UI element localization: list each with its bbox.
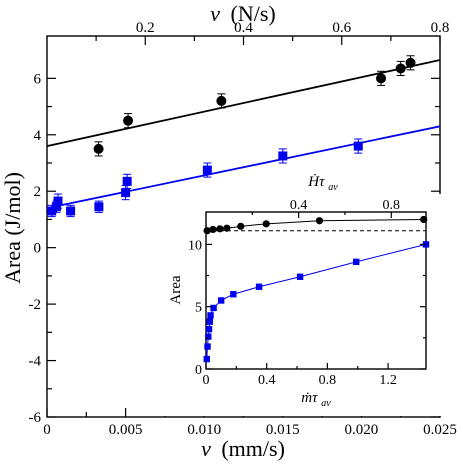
- main-x2-tick-label: 0.4: [234, 20, 253, 36]
- inset-black-series-point: [262, 220, 270, 228]
- main-x-tick-label: 0.005: [109, 422, 143, 438]
- main-y-tick-label: -4: [29, 354, 42, 370]
- main-x-axis-title: v (mm/s): [201, 436, 285, 461]
- inset-x-tick-label: 1.2: [379, 373, 397, 388]
- black-series-fit-line: [46, 59, 441, 147]
- main-x-tick-label: 0.025: [423, 422, 457, 438]
- inset-y-axis-title: Area: [168, 275, 184, 304]
- inset-x2-tick-label: 0.4: [290, 198, 308, 213]
- inset-y-tick-label: 0: [195, 363, 202, 378]
- inset-y-tick-label: 5: [195, 301, 202, 316]
- inset-black-series-point: [223, 224, 231, 232]
- blue-series-point: [66, 206, 76, 216]
- blue-series-point: [53, 196, 63, 206]
- blue-series-point: [51, 202, 61, 212]
- main-x-tick-label: 0.020: [345, 422, 379, 438]
- black-series-point: [93, 143, 104, 154]
- inset-blue-series-point: [255, 283, 263, 290]
- inset-plot-frame: [205, 211, 427, 370]
- black-series-point: [405, 57, 416, 68]
- black-series-point: [216, 95, 227, 106]
- inset-x2-axis-title: Ḣτ av: [307, 174, 338, 193]
- blue-series-point: [202, 165, 212, 175]
- black-series-point: [395, 63, 406, 74]
- inset-x-axis-subscript: av: [321, 398, 331, 409]
- main-y-tick-label: 6: [34, 71, 42, 87]
- inset-blue-series-point: [210, 304, 217, 312]
- main-x2-tick-label: 0.2: [136, 20, 155, 36]
- inset-x-tick-label: 0: [203, 373, 210, 388]
- blue-series-point: [94, 202, 104, 212]
- blue-series-fit-line: [46, 125, 441, 210]
- main-y-tick-label: 2: [34, 184, 42, 200]
- black-series-point: [376, 73, 387, 84]
- inset-ticks: 0 0.4 0.8 1.2 0.4 0.8 0 5 10: [188, 198, 426, 388]
- blue-series-point: [121, 188, 131, 198]
- inset-x2-axis-variable: Ḣτ: [307, 174, 325, 190]
- inset-blue-series-point: [296, 273, 304, 280]
- main-y-axis-title: Area (J/mol): [0, 172, 25, 284]
- main-x2-axis-title: v (N/s): [210, 1, 275, 26]
- inset-x-axis-variable: ṁτ: [301, 390, 318, 406]
- main-x-axis-unit: (mm/s): [221, 436, 285, 461]
- blue-series-point: [122, 176, 132, 186]
- inset-x-tick-label: 0.8: [319, 373, 337, 388]
- main-x-tick-label: 0: [43, 422, 51, 438]
- main-x2-axis-variable: v: [210, 1, 220, 26]
- main-x2-axis-unit: (N/s): [231, 1, 276, 26]
- main-y-tick-label: -6: [29, 410, 42, 426]
- inset-black-series-point: [420, 215, 428, 224]
- main-y-tick-label: -2: [29, 297, 42, 313]
- inset-black-series-point: [216, 225, 224, 233]
- inset-blue-series-point: [205, 333, 212, 340]
- main-x-axis-variable: v: [201, 436, 211, 461]
- inset-x2-axis-subscript: av: [328, 182, 338, 193]
- inset-plot: 0 0.4 0.8 1.2 0.4 0.8 0 5 10 Area ṁτ av Ḣτ av: [164, 174, 446, 416]
- blue-series-point: [47, 206, 57, 216]
- main-plot: 0 0.005 0.010 0.015 0.020 0.025 0.2 0.4 0.6 0.8 -6…: [0, 1, 457, 461]
- blue-series-point: [353, 141, 363, 151]
- inset-blue-series-point: [217, 297, 225, 304]
- inset-blue-series-point: [204, 343, 211, 350]
- main-x2-tick-label: 0.8: [431, 20, 450, 36]
- main-x2-tick-label: 0.6: [332, 20, 351, 36]
- inset-black-series-point: [209, 225, 217, 234]
- inset-y-tick-label: 10: [188, 238, 202, 253]
- inset-black-series-point: [237, 222, 245, 230]
- inset-x-axis-title: ṁτ av: [301, 390, 331, 409]
- inset-blue-series-point: [203, 355, 210, 363]
- inset-black-series-point: [315, 217, 324, 225]
- inset-marks: [203, 215, 430, 363]
- inset-x2-tick-label: 0.8: [383, 198, 401, 213]
- main-marks: [46, 55, 441, 218]
- black-series-point: [123, 115, 134, 126]
- inset-blue-series-point: [205, 325, 213, 333]
- main-x-tick-label: 0.010: [187, 422, 221, 438]
- main-y-tick-label: 4: [34, 128, 42, 144]
- inset-black-series-point: [203, 227, 211, 235]
- inset-blue-series-point: [230, 291, 237, 298]
- inset-blue-series-point: [206, 318, 213, 325]
- inset-blue-series-point: [353, 258, 360, 266]
- blue-series-point: [278, 151, 288, 161]
- main-x-tick-label: 0.015: [266, 422, 300, 438]
- inset-x-tick-label: 0.4: [258, 373, 276, 388]
- inset-blue-series-point: [207, 312, 214, 319]
- main-y-tick-label: 0: [34, 241, 42, 257]
